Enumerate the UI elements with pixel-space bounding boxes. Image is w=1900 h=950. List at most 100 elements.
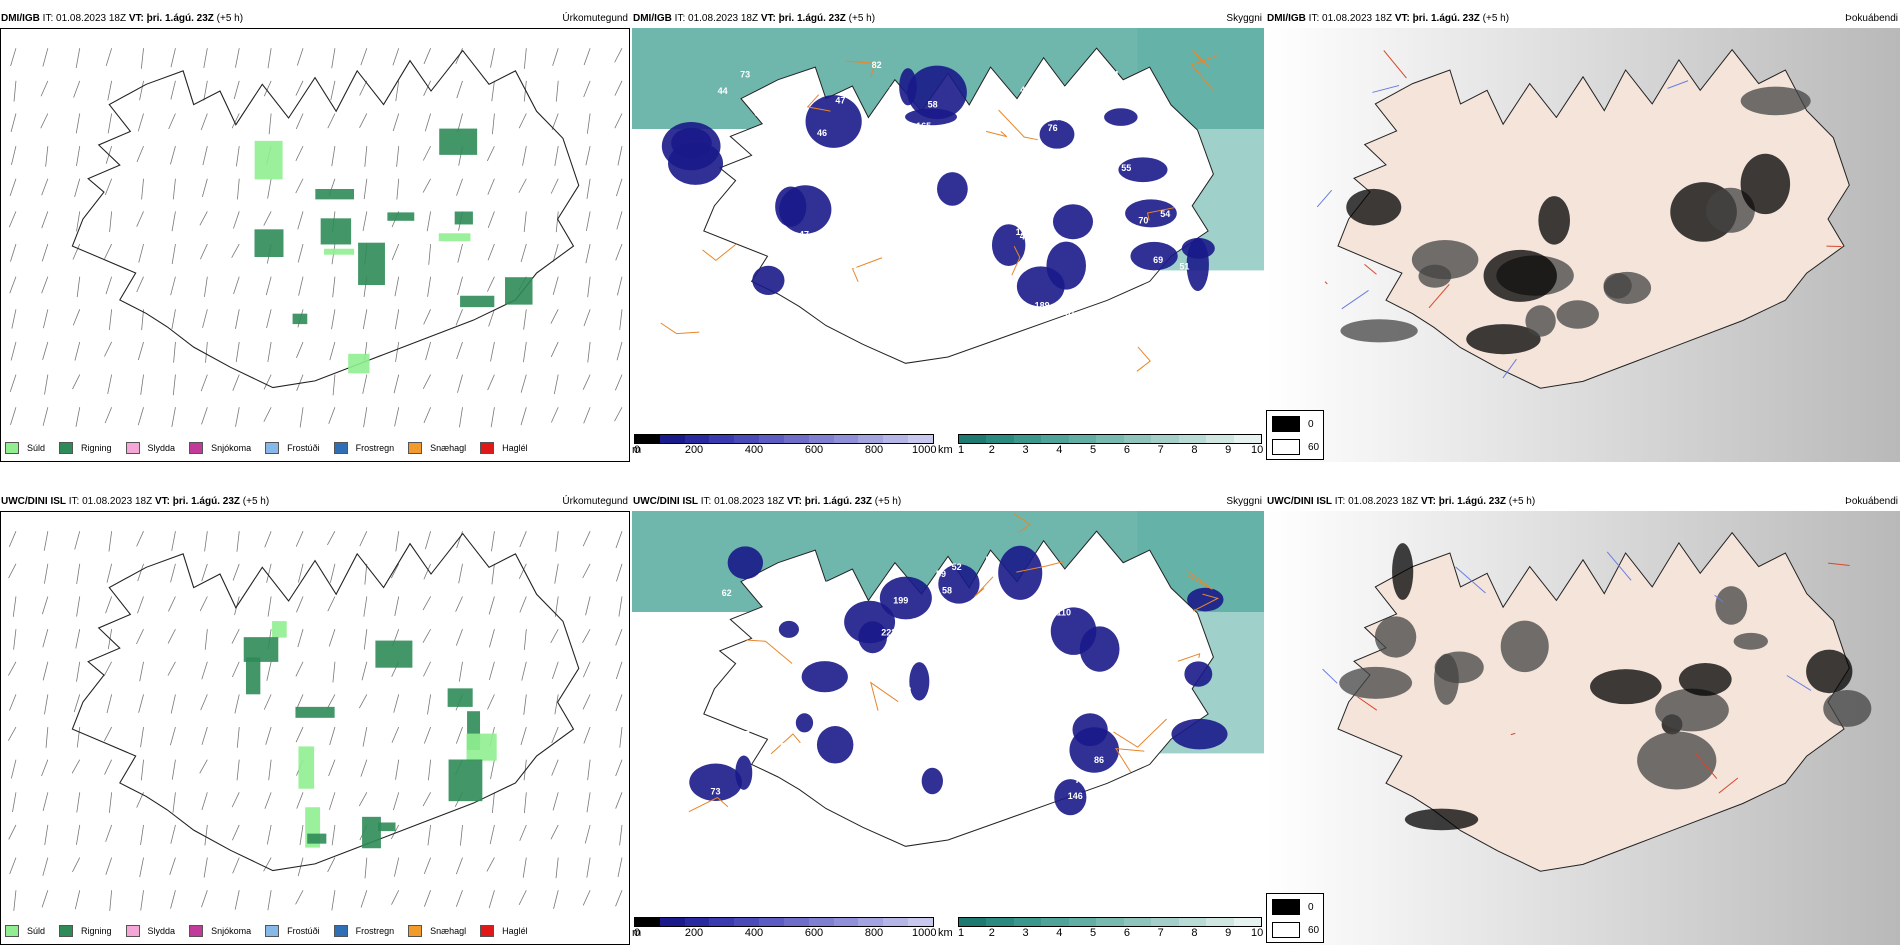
wind-barb xyxy=(614,48,623,63)
wind-barb xyxy=(616,211,623,230)
map-layer: 110 118 73 57 50 79 61 57 66 60 52 71 74 87 59 62 173 87 5… xyxy=(632,511,1264,847)
colorbar-cell xyxy=(635,918,660,926)
wind-barb xyxy=(231,661,240,678)
wind-barb xyxy=(12,596,17,617)
wind-barb xyxy=(41,243,49,262)
wind-barb xyxy=(456,80,463,99)
wind-barb xyxy=(587,276,591,298)
wind-barb xyxy=(332,276,336,298)
cloud-map[interactable]: 110 118 73 57 50 79 61 57 66 60 52 71 74 87 59 62 173 87 5… xyxy=(632,511,1264,915)
legend-label: 60 xyxy=(1308,441,1320,453)
visibility-label: 87 xyxy=(828,764,838,774)
low-cloud-area xyxy=(1130,241,1178,271)
wind-barb xyxy=(393,694,400,713)
road-line xyxy=(660,322,700,335)
fog-area xyxy=(1715,586,1748,625)
low-cloud-area xyxy=(727,546,764,580)
wind-barb xyxy=(361,661,368,681)
legend-label: Snjókoma xyxy=(211,443,252,453)
wind-barb xyxy=(266,309,272,329)
wind-barb xyxy=(109,890,113,912)
wind-barb xyxy=(582,694,591,710)
wind-barb xyxy=(457,374,463,393)
wind-barb xyxy=(457,243,463,263)
wind-barb xyxy=(106,563,113,583)
wind-barb xyxy=(582,374,591,390)
wind-barb xyxy=(423,563,431,580)
low-cloud-area xyxy=(1181,237,1215,259)
wind-barb xyxy=(615,694,623,712)
cloud-map[interactable]: 50 54 64 55 121 166 61 51 71 47 45 47 45 48 73 44 61 56 44… xyxy=(632,28,1264,432)
it-label: IT: xyxy=(68,496,80,507)
precip-map[interactable]: Súld Rigning Slydda Snjókoma Frostúði Frostre… xyxy=(0,28,630,462)
wind-barb xyxy=(582,563,591,579)
visibility-label: 30 xyxy=(735,309,745,319)
wind-barb xyxy=(490,341,495,362)
wind-barb xyxy=(263,80,272,97)
road-line xyxy=(1364,263,1377,275)
legend-item-súld: Súld xyxy=(5,442,45,454)
wind-barb xyxy=(396,178,400,200)
wind-barb xyxy=(200,243,208,260)
visibility-label: 68 xyxy=(1146,742,1156,752)
wind-barb xyxy=(364,146,368,167)
colorbar-tick: 0 xyxy=(634,444,641,456)
wind-barb xyxy=(231,243,240,258)
wind-barb xyxy=(267,341,272,362)
colorbar-tick: 5 xyxy=(1090,444,1097,456)
wind-barb xyxy=(583,726,591,744)
wind-barb xyxy=(233,211,240,229)
low-cloud-area xyxy=(801,661,848,693)
product-title: Skyggni xyxy=(1226,496,1262,507)
wind-barb xyxy=(235,48,240,68)
fog-area xyxy=(1806,649,1853,694)
wind-barb xyxy=(491,563,495,585)
fog-area xyxy=(1590,669,1662,705)
precip-map[interactable]: Súld Rigning Slydda Snjókoma Frostúði Frostre… xyxy=(0,511,630,945)
colorbar-strip xyxy=(634,917,934,927)
wind-barb xyxy=(362,211,368,231)
legend-label: Snjókoma xyxy=(211,926,252,936)
wind-barb xyxy=(139,661,144,682)
wind-barb xyxy=(9,694,17,711)
visibility-label: 73 xyxy=(1166,720,1176,730)
wind-barb xyxy=(486,857,495,872)
visibility-label: 71 xyxy=(907,208,917,218)
low-cloud-area xyxy=(921,767,943,795)
colorbar-cell xyxy=(659,918,685,926)
wind-barb xyxy=(41,178,49,196)
road-line xyxy=(974,576,994,597)
wind-barb xyxy=(71,759,81,774)
wind-barb xyxy=(428,759,432,781)
colorbar-ticks: 1 2 3 4 5 6 7 8 9 10 xyxy=(958,927,1263,941)
wind-barb xyxy=(424,890,432,907)
wind-barb xyxy=(76,824,81,845)
legend-label: Súld xyxy=(27,443,46,453)
vt-label: VT: þri. 1.ágú. 23Z xyxy=(760,13,846,24)
wind-barb xyxy=(233,276,240,295)
wind-barb xyxy=(11,309,17,329)
precip-panel-top: DMI/IGB IT: 01.08.2023 18Z VT: þri. 1.ág… xyxy=(0,12,630,462)
lead-time: (+5 h) xyxy=(216,13,244,24)
fog-map[interactable] xyxy=(1266,28,1900,462)
wind-barb xyxy=(266,661,272,681)
wind-barb xyxy=(201,792,208,811)
colorbar-tick: 2 xyxy=(988,444,995,456)
wind-barb xyxy=(236,727,240,748)
colorbar-cell xyxy=(1206,918,1234,926)
wind-barb xyxy=(523,629,527,650)
wind-barb xyxy=(107,374,113,395)
fog-map[interactable] xyxy=(1266,511,1900,945)
fog-legend-item: 60 xyxy=(1267,920,1323,940)
road-line xyxy=(1510,732,1516,736)
wind-barb xyxy=(138,694,144,713)
wind-barb xyxy=(108,792,113,813)
wind-barb xyxy=(555,531,559,552)
colorbar-tick: 3 xyxy=(1022,444,1029,456)
wind-barb xyxy=(296,374,304,391)
panel-header: DMI/IGB IT: 01.08.2023 18Z VT: þri. 1.ág… xyxy=(632,12,1264,26)
wind-barb xyxy=(42,792,49,811)
colorbar-tick: 200 xyxy=(684,927,704,939)
colorbar-cell xyxy=(883,435,909,443)
wind-barb xyxy=(169,857,176,876)
